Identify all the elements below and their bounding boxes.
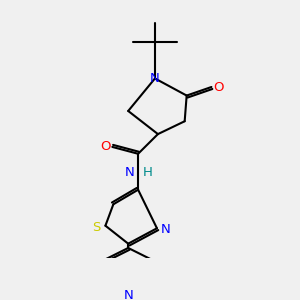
Text: O: O [213, 80, 224, 94]
Text: N: N [123, 290, 133, 300]
Text: N: N [161, 223, 171, 236]
Text: N: N [124, 166, 134, 179]
Text: O: O [100, 140, 111, 153]
Text: H: H [143, 166, 153, 179]
Text: S: S [92, 221, 101, 234]
Text: N: N [150, 72, 160, 85]
